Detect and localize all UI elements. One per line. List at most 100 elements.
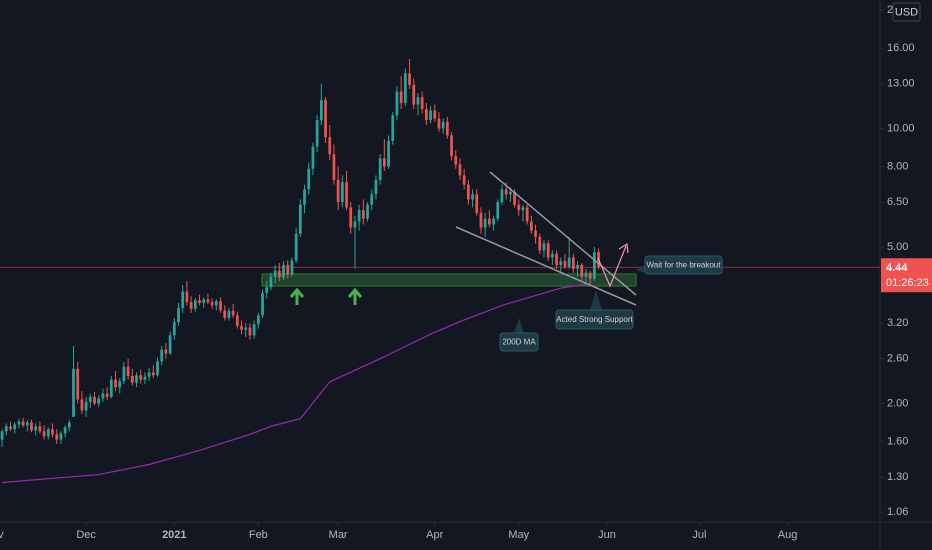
x-tick-label: Nov <box>0 529 4 541</box>
candle-body <box>332 154 336 180</box>
candle-body <box>412 84 416 105</box>
candle-body <box>177 307 180 323</box>
candle-body <box>172 322 176 336</box>
candle-body <box>101 393 105 399</box>
candle-body <box>416 97 420 105</box>
y-tick-label: 3.20 <box>887 317 908 329</box>
candle-body <box>252 324 256 336</box>
annotation: 200D MA <box>502 338 536 347</box>
candle-body <box>114 379 117 388</box>
callout-pointer <box>514 318 524 334</box>
candle-body <box>370 194 374 205</box>
x-tick-label: Dec <box>76 529 96 541</box>
candle-body <box>315 120 319 147</box>
candle-body <box>420 97 424 110</box>
candle-body <box>563 261 567 267</box>
candle-body <box>290 260 294 275</box>
x-tick-label: Mar <box>329 529 348 541</box>
candle-body <box>387 140 390 167</box>
candle-body <box>244 327 248 330</box>
callout-pointer <box>636 265 645 273</box>
candle-body <box>391 115 395 141</box>
candle-body <box>395 91 399 116</box>
candle-body <box>223 310 227 318</box>
candle-body <box>408 73 411 85</box>
candle-body <box>139 375 143 380</box>
candle-body <box>340 182 344 203</box>
candle-body <box>424 109 428 121</box>
candle-body <box>399 91 403 104</box>
candle-body <box>235 315 239 326</box>
candle-body <box>34 426 38 431</box>
candle-body <box>130 375 134 383</box>
candle-body <box>546 243 550 258</box>
candle-body <box>109 379 113 397</box>
candle-body <box>576 264 579 269</box>
candle-body <box>46 429 50 437</box>
candle-body <box>181 291 185 308</box>
candle-body <box>366 204 369 219</box>
candle-body <box>63 427 67 434</box>
candle-body <box>504 189 508 195</box>
candle-body <box>508 191 512 195</box>
candle-body <box>361 210 365 219</box>
candle-body <box>458 164 462 176</box>
candle-body <box>189 302 193 309</box>
candle-body <box>126 366 130 376</box>
countdown: 01:26:23 <box>886 277 929 289</box>
candle-body <box>76 368 80 400</box>
x-tick-label: Jul <box>692 529 706 541</box>
candle-body <box>483 218 487 228</box>
candle-body <box>240 325 243 330</box>
candle-body <box>25 422 29 426</box>
candle-body <box>324 100 327 138</box>
callout-box <box>644 255 723 275</box>
candle-body <box>151 372 155 376</box>
candle-body <box>21 421 25 426</box>
candle-body <box>193 300 197 309</box>
annotation: Wait for the breakout <box>647 261 722 270</box>
candle-body <box>147 372 151 377</box>
candle-body <box>17 421 21 425</box>
candle-body <box>286 264 290 275</box>
candle-body <box>84 401 88 411</box>
candle-body <box>156 361 159 376</box>
callout-box <box>555 309 634 330</box>
y-tick-label: 13.00 <box>887 77 915 89</box>
candle-body <box>500 189 504 203</box>
candle-body <box>513 191 516 205</box>
candle-body <box>378 158 382 180</box>
candle-body <box>9 426 12 430</box>
price-badge <box>881 258 932 293</box>
breakout-arrow <box>597 242 629 288</box>
candle-body <box>256 315 260 325</box>
candle-body <box>496 202 500 219</box>
candle-body <box>357 210 361 222</box>
candle-body <box>580 264 584 277</box>
candle-body <box>269 276 273 288</box>
candle-body <box>294 233 298 261</box>
candle-body <box>517 204 521 211</box>
candle-body <box>349 207 353 228</box>
candle-body <box>353 221 357 228</box>
y-tick-label: 1.30 <box>887 471 908 483</box>
candle-body <box>277 270 281 278</box>
candle-body <box>471 194 474 200</box>
candle-body <box>441 121 445 129</box>
candle-body <box>38 426 42 432</box>
candle-body <box>572 257 575 269</box>
x-tick-label: May <box>508 529 529 541</box>
candle-body <box>214 301 218 306</box>
candle-body <box>51 429 54 435</box>
candle-body <box>445 121 449 136</box>
y-tick-label: 8.00 <box>887 160 908 172</box>
candle-body <box>559 261 563 265</box>
candle-body <box>135 375 138 383</box>
candle-body <box>30 422 33 431</box>
callout-box <box>499 332 539 352</box>
candle-body <box>462 175 466 185</box>
candle-body <box>219 301 222 311</box>
candle-body <box>105 393 109 397</box>
